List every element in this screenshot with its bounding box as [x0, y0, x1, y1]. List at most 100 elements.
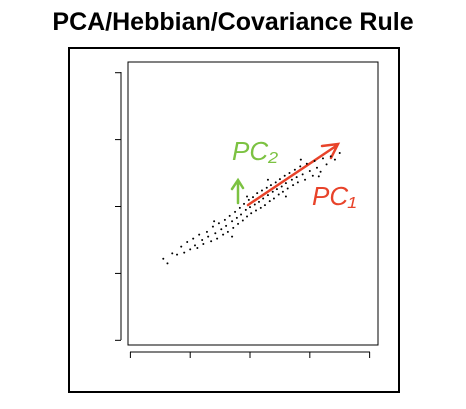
- point: [238, 206, 241, 209]
- point: [244, 208, 247, 211]
- point: [299, 165, 302, 168]
- point: [186, 240, 189, 243]
- point: [317, 175, 320, 178]
- point: [296, 181, 299, 184]
- point: [210, 240, 213, 243]
- point: [290, 178, 293, 181]
- point: [311, 174, 314, 177]
- point: [308, 170, 311, 173]
- point: [226, 230, 229, 233]
- point: [259, 206, 262, 209]
- point: [234, 210, 237, 213]
- point: [292, 184, 295, 187]
- point: [295, 176, 298, 179]
- point: [237, 222, 240, 225]
- frame: [68, 47, 400, 393]
- point: [223, 218, 226, 221]
- point: [202, 242, 205, 245]
- point: [263, 204, 266, 207]
- point: [274, 181, 277, 184]
- pc1-label: PC₁: [312, 181, 356, 211]
- point: [260, 189, 263, 192]
- point: [213, 220, 216, 223]
- point: [329, 155, 332, 158]
- point: [266, 194, 269, 197]
- point: [338, 151, 341, 154]
- point: [232, 226, 235, 229]
- point: [235, 216, 238, 219]
- point: [241, 219, 244, 222]
- point: [301, 173, 304, 176]
- point: [220, 228, 223, 231]
- point: [198, 233, 201, 236]
- point: [225, 224, 228, 227]
- pc1-arrow: [246, 142, 341, 207]
- point: [211, 225, 214, 228]
- point: [293, 168, 296, 171]
- points: [162, 151, 341, 265]
- point: [304, 178, 307, 181]
- point: [253, 203, 256, 206]
- point: [189, 248, 192, 251]
- point: [325, 163, 328, 166]
- point: [278, 178, 281, 181]
- pc2-label: PC₂: [232, 136, 278, 166]
- point: [180, 245, 183, 248]
- point: [166, 262, 169, 265]
- point: [196, 246, 199, 249]
- point: [272, 197, 275, 200]
- point: [207, 235, 210, 238]
- point: [305, 162, 308, 165]
- point: [271, 190, 274, 193]
- point: [286, 187, 289, 190]
- point: [201, 238, 204, 241]
- point: [333, 158, 336, 161]
- point: [176, 253, 179, 256]
- point: [288, 172, 291, 175]
- point: [243, 202, 246, 205]
- point: [249, 206, 252, 209]
- point: [284, 182, 287, 185]
- pc2-arrow: [230, 177, 245, 205]
- point: [246, 195, 249, 198]
- point: [192, 237, 195, 240]
- point: [266, 178, 269, 181]
- point: [269, 184, 272, 187]
- point: [277, 193, 280, 196]
- point: [256, 192, 259, 195]
- point: [228, 214, 231, 217]
- point: [216, 237, 219, 240]
- point: [183, 251, 186, 254]
- point: [319, 170, 322, 173]
- point: [231, 220, 234, 223]
- point: [231, 235, 234, 238]
- point: [262, 197, 265, 200]
- point: [280, 185, 283, 188]
- point: [247, 198, 250, 201]
- point: [265, 186, 268, 189]
- point: [315, 166, 318, 169]
- point: [171, 252, 174, 255]
- point: [162, 257, 165, 260]
- point: [205, 230, 208, 233]
- point: [257, 200, 260, 203]
- point: [284, 195, 287, 198]
- point: [246, 215, 249, 218]
- point: [222, 233, 225, 236]
- title: PCA/Hebbian/Covariance Rule: [52, 8, 413, 36]
- point: [299, 158, 302, 161]
- point: [313, 160, 316, 163]
- point: [283, 174, 286, 177]
- point: [321, 157, 324, 160]
- point: [217, 222, 220, 225]
- point: [268, 200, 271, 203]
- point: [250, 212, 253, 215]
- point: [281, 190, 284, 193]
- plot-box: [127, 61, 379, 346]
- point: [193, 244, 196, 247]
- point: [254, 209, 257, 212]
- point: [240, 213, 243, 216]
- point: [275, 188, 278, 191]
